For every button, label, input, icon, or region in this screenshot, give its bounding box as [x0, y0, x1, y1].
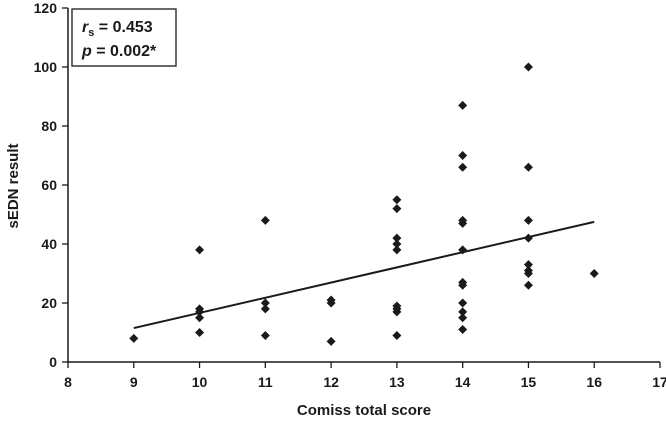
data-point — [260, 330, 270, 340]
data-point — [392, 239, 402, 249]
data-point — [523, 62, 533, 72]
data-point — [458, 307, 468, 317]
data-point — [260, 304, 270, 314]
data-point — [260, 298, 270, 308]
annotation-border — [71, 8, 177, 67]
y-tick-label: 80 — [41, 118, 57, 134]
p-symbol: p — [81, 43, 92, 60]
data-point — [392, 195, 402, 205]
data-point — [523, 280, 533, 290]
data-point — [523, 215, 533, 225]
data-point — [458, 280, 468, 290]
x-tick-label: 10 — [192, 374, 208, 390]
trendline — [133, 220, 595, 330]
data-points-group — [129, 62, 599, 346]
y-tick-label: 120 — [34, 0, 58, 16]
data-point — [458, 325, 468, 335]
data-point — [392, 204, 402, 214]
data-point — [260, 215, 270, 225]
y-tick-label: 100 — [34, 59, 58, 75]
r-value: = 0.453 — [94, 19, 152, 36]
data-point — [458, 162, 468, 172]
y-tick-label: 0 — [49, 354, 57, 370]
data-point — [458, 100, 468, 110]
x-tick-label: 13 — [389, 374, 405, 390]
stats-annotation: rs = 0.453 p = 0.002* — [71, 8, 177, 67]
data-point — [392, 233, 402, 243]
r-statistic-text: rs = 0.453 — [82, 19, 153, 39]
x-tick-label: 8 — [64, 374, 72, 390]
y-axis-title: sEDN result — [5, 143, 22, 228]
data-point — [458, 298, 468, 308]
data-point — [392, 330, 402, 340]
axes-group: 8 9 10 11 12 13 14 15 16 17 0 20 40 60 80 100 120 — [34, 0, 666, 390]
y-tick-label: 20 — [41, 295, 57, 311]
x-tick-label: 15 — [521, 374, 537, 390]
data-point — [392, 245, 402, 255]
data-point — [589, 269, 599, 278]
trendline-group — [133, 220, 595, 330]
p-statistic-text: p = 0.002* — [81, 43, 157, 60]
y-tick-label: 60 — [41, 177, 57, 193]
data-point — [523, 162, 533, 172]
data-point — [195, 313, 205, 323]
data-point — [523, 260, 533, 270]
x-tick-label: 12 — [323, 374, 339, 390]
x-tick-label: 17 — [652, 374, 666, 390]
data-point — [326, 336, 336, 346]
x-axis-title: Comiss total score — [297, 402, 431, 419]
data-point — [523, 269, 533, 278]
x-tick-label: 11 — [258, 374, 273, 390]
y-tick-label: 40 — [41, 236, 57, 252]
x-tick-label: 14 — [455, 374, 471, 390]
r-subscript: s — [88, 27, 94, 39]
data-point — [129, 333, 139, 343]
data-point — [195, 328, 205, 337]
data-point — [458, 151, 468, 160]
data-point — [458, 218, 468, 228]
data-point — [458, 313, 468, 323]
x-tick-label: 9 — [130, 374, 138, 390]
x-tick-label: 16 — [586, 374, 602, 390]
data-point — [326, 298, 336, 308]
p-value: = 0.002* — [92, 43, 157, 60]
r-symbol: r — [82, 19, 89, 36]
data-point — [195, 245, 205, 255]
data-point — [392, 307, 402, 317]
